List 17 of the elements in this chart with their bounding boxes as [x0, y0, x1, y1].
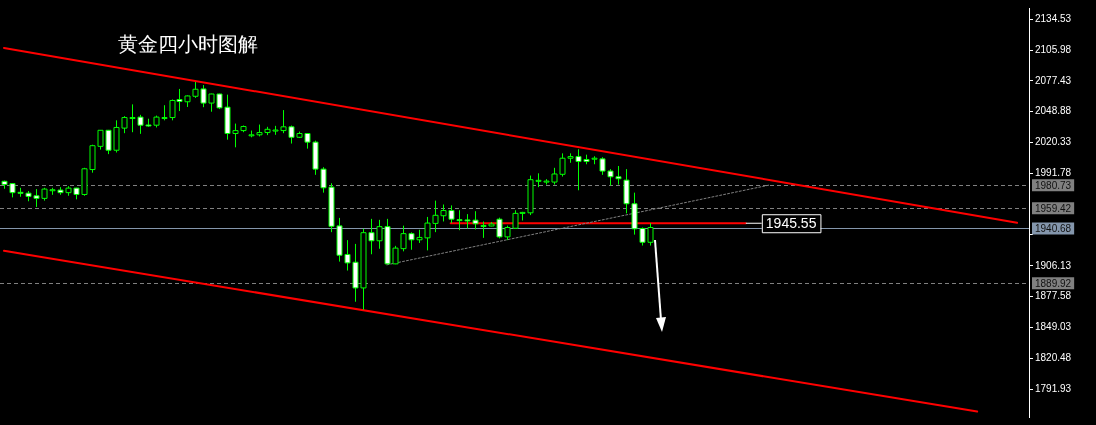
ref-line-label: 1959.42 — [1035, 202, 1072, 214]
y-tick-label: 1991.78 — [1035, 167, 1072, 179]
y-tick-label: 1906.13 — [1035, 259, 1072, 271]
y-tick-label: 1849.03 — [1035, 321, 1072, 333]
series-label: 1945.55 — [765, 215, 817, 232]
ref-line-label: 1889.92 — [1035, 277, 1072, 289]
y-tick-label: 1820.48 — [1035, 351, 1072, 363]
y-tick-label: 1791.93 — [1035, 382, 1072, 394]
y-tick-label: 1877.58 — [1035, 290, 1072, 302]
y-tick-label: 2048.88 — [1035, 105, 1072, 117]
y-tick-label: 2134.53 — [1035, 13, 1072, 25]
y-tick-label: 2020.33 — [1035, 136, 1072, 148]
text: 黄金四小时图解 — [118, 31, 258, 58]
ref-line-label: 1940.68 — [1035, 222, 1072, 234]
y-tick-label: 2077.43 — [1035, 74, 1072, 86]
y-tick-label: 2105.98 — [1035, 43, 1072, 55]
ref-line-label: 1980.73 — [1035, 179, 1072, 191]
